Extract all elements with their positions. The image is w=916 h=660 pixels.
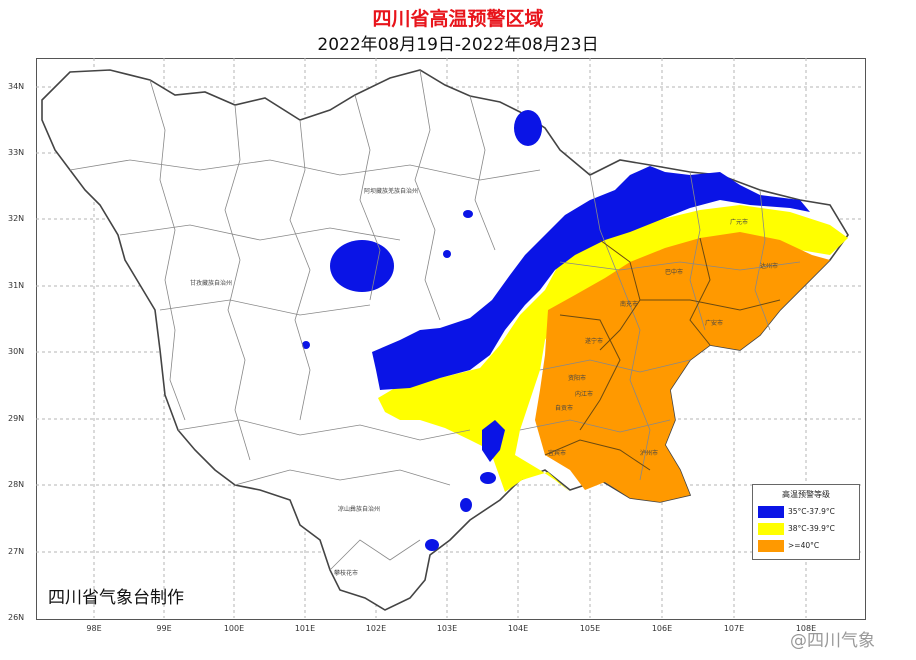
zone-35-37-south (482, 420, 505, 462)
zone-35-37-dot-6 (425, 539, 439, 551)
lat-label: 27N (8, 547, 25, 556)
lon-label: 101E (294, 624, 316, 633)
lat-label: 33N (8, 148, 25, 157)
zone-35-37-dot-4 (480, 472, 496, 484)
lon-label: 98E (86, 624, 102, 633)
lat-label: 26N (8, 613, 25, 622)
legend-label: >=40°C (788, 541, 820, 550)
lon-label: 100E (223, 624, 245, 633)
lon-label: 105E (579, 624, 601, 633)
credit-text: 四川省气象台制作 (48, 588, 184, 608)
zone-38-39 (378, 205, 848, 492)
lat-label: 32N (8, 214, 25, 223)
label-ganzi: 甘孜藏族自治州 (190, 279, 232, 287)
legend-swatch-yellow (758, 522, 784, 535)
legend-item: >=40°C (758, 539, 819, 552)
label-bazhong: 巴中市 (665, 268, 683, 276)
label-neijiang: 内江市 (575, 390, 593, 398)
label-liangshan: 凉山彝族自治州 (338, 505, 380, 513)
label-dazhou: 达州市 (760, 262, 778, 270)
legend-item: 35°C-37.9°C (758, 505, 835, 518)
lon-label: 102E (365, 624, 387, 633)
city-borders (544, 237, 781, 471)
label-yibin: 宜宾市 (548, 449, 566, 457)
label-zigong: 自贡市 (555, 404, 573, 412)
lat-label: 28N (8, 480, 25, 489)
lat-label: 31N (8, 281, 25, 290)
label-suining: 遂宁市 (585, 337, 603, 345)
zone-35-37-dot-1 (463, 210, 473, 218)
lon-label: 103E (436, 624, 458, 633)
legend-swatch-orange (758, 539, 784, 552)
label-nanchong: 南充市 (620, 300, 638, 308)
lon-label: 108E (795, 624, 817, 633)
lat-label: 34N (8, 82, 25, 91)
zone-35-37-dot-2 (443, 250, 451, 258)
county-borders (69, 69, 801, 571)
zone-35-37-north (514, 110, 542, 146)
zone-35-37 (372, 166, 810, 390)
legend-swatch-blue (758, 505, 784, 518)
weibo-watermark: @四川气象 (790, 631, 875, 651)
zone-35-37-dot-5 (460, 498, 472, 512)
legend-item: 38°C-39.9°C (758, 522, 835, 535)
label-guangan: 广安市 (705, 319, 723, 327)
legend: 高温预警等级 35°C-37.9°C 38°C-39.9°C >=40°C (752, 484, 860, 560)
label-panzhihua: 攀枝花市 (334, 569, 358, 577)
map-title: 四川省高温预警区域 (372, 8, 544, 30)
map-date-range: 2022年08月19日-2022年08月23日 (317, 35, 599, 55)
lon-label: 107E (723, 624, 745, 633)
label-ziyang: 资阳市 (568, 374, 586, 382)
label-luzhou: 泸州市 (640, 449, 658, 457)
legend-title: 高温预警等级 (782, 490, 830, 499)
label-guangyuan: 广元市 (730, 218, 748, 226)
zone-35-37-dot-3 (302, 341, 310, 349)
region-labels: 阿坝藏族羌族自治州 甘孜藏族自治州 凉山彝族自治州 攀枝花市 广元市 巴中市 达… (190, 187, 778, 577)
legend-label: 38°C-39.9°C (788, 524, 835, 533)
lat-label: 30N (8, 347, 25, 356)
lon-label: 99E (156, 624, 172, 633)
lon-label: 106E (651, 624, 673, 633)
warning-zones (302, 110, 848, 551)
legend-label: 35°C-37.9°C (788, 507, 835, 516)
label-aba: 阿坝藏族羌族自治州 (364, 187, 418, 195)
lat-label: 29N (8, 414, 25, 423)
lon-label: 104E (507, 624, 529, 633)
zone-over-40 (535, 232, 830, 502)
zone-35-37-west (330, 240, 394, 292)
